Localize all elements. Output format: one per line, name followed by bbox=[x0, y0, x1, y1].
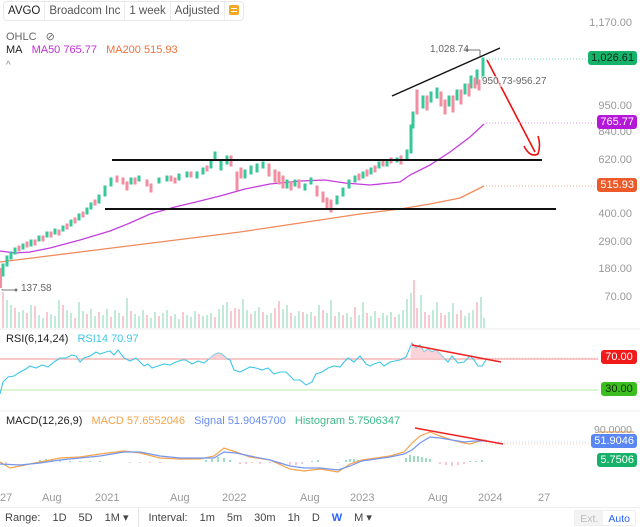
range-label: Range: bbox=[5, 511, 41, 524]
adjustment-selector[interactable]: Adjusted bbox=[171, 2, 225, 20]
macd-label: MACD(12,26,9) bbox=[6, 415, 83, 427]
price-axis-tick: 180.00 bbox=[598, 263, 632, 275]
interval-30m-button[interactable]: 30m bbox=[254, 511, 276, 524]
time-axis-tick: 2022 bbox=[222, 492, 247, 504]
interval-w-button[interactable]: W bbox=[331, 511, 343, 524]
range-5d-button[interactable]: 5D bbox=[78, 511, 93, 524]
scale-toggle: Ext. Auto bbox=[574, 510, 636, 526]
ma200-price-tag: 515.93 bbox=[597, 178, 637, 192]
rsi-overbought-tag: 70.00 bbox=[601, 350, 637, 364]
time-axis-tick: Aug bbox=[170, 492, 190, 504]
symbol-name: Broadcom Inc bbox=[45, 2, 126, 20]
interval-1m-button[interactable]: 1m bbox=[199, 511, 215, 524]
eye-off-icon[interactable]: ⊘ bbox=[45, 31, 55, 43]
interval-label: Interval: bbox=[148, 511, 188, 524]
collapse-legend-caret-icon[interactable]: ^ bbox=[6, 60, 11, 71]
interval-d-button[interactable]: D bbox=[311, 511, 320, 524]
last-price-tag: 1,026.61 bbox=[588, 51, 637, 65]
ohlc-label: OHLC bbox=[6, 31, 37, 43]
time-axis-tick: Aug bbox=[428, 492, 448, 504]
list-icon bbox=[228, 5, 239, 15]
bearish-arrow bbox=[486, 59, 536, 153]
ma-legend: MA MA50 765.77 MA200 515.93 bbox=[6, 44, 184, 56]
time-axis-tick: 27 bbox=[0, 492, 13, 504]
volume-bars bbox=[2, 280, 485, 328]
interval-selector[interactable]: 1 week bbox=[125, 2, 171, 20]
ma200-value: MA200 515.93 bbox=[106, 44, 178, 56]
ma-label: MA bbox=[6, 44, 23, 56]
signal-line bbox=[0, 436, 486, 471]
macd-legend: MACD(12,26,9) MACD 57.6552046 Signal 51.… bbox=[6, 415, 406, 427]
auto-scale-toggle[interactable]: Auto bbox=[608, 513, 630, 525]
price-axis-tick: 620.00 bbox=[598, 154, 632, 166]
range-1d-button[interactable]: 1D bbox=[52, 511, 67, 524]
macd-line bbox=[0, 431, 487, 473]
time-axis-tick: 2024 bbox=[478, 492, 503, 504]
interval-m-dropdown[interactable]: M ▾ bbox=[354, 512, 372, 524]
price-axis-tick: 70.00 bbox=[604, 291, 632, 303]
ma200-line bbox=[0, 185, 485, 263]
bottom-toolbar: Range: 1D 5D 1M ▾ Interval: 1m 5m 30m 1h… bbox=[0, 507, 640, 527]
price-chart-canvas[interactable] bbox=[0, 0, 640, 490]
histogram-value: Histogram 5.7506347 bbox=[294, 415, 401, 427]
macd-histogram bbox=[1, 455, 483, 466]
price-axis-tick: 290.00 bbox=[598, 236, 632, 248]
interval-1h-button[interactable]: 1h bbox=[287, 511, 300, 524]
time-axis-tick: 2021 bbox=[95, 492, 120, 504]
interval-5m-button[interactable]: 5m bbox=[226, 511, 243, 524]
time-axis[interactable]: 27 Aug 2021 Aug 2022 Aug 2023 Aug 2024 2… bbox=[0, 490, 640, 506]
macd-divergence-line bbox=[414, 427, 504, 445]
ma50-value: MA50 765.77 bbox=[31, 44, 97, 56]
last-bar-range-annotation: 950.73-956.27 bbox=[482, 76, 547, 87]
time-axis-tick: Aug bbox=[42, 492, 62, 504]
menu-button[interactable] bbox=[225, 2, 243, 20]
macd-value: MACD 57.6552046 bbox=[91, 415, 186, 427]
high-price-annotation: 1,028.74 bbox=[430, 44, 469, 55]
time-axis-tick: 2023 bbox=[350, 492, 375, 504]
rsi-line bbox=[0, 341, 487, 395]
toolbar-divider bbox=[138, 507, 140, 527]
ma50-price-tag: 765.77 bbox=[597, 115, 637, 129]
rsi-value: RSI14 70.97 bbox=[77, 333, 139, 345]
ohlc-legend: OHLC ⊘ bbox=[6, 30, 61, 43]
time-axis-tick: Aug bbox=[300, 492, 320, 504]
ma50-line bbox=[0, 123, 485, 254]
macd-axis-tick: 90.0000 bbox=[594, 424, 632, 436]
price-axis-tick: 950.00 bbox=[598, 100, 632, 112]
price-axis-tick: 840.00 bbox=[598, 126, 632, 138]
time-axis-tick: 27 bbox=[538, 492, 551, 504]
rising-wedge-line bbox=[391, 47, 501, 97]
rsi-oversold-tag: 30.00 bbox=[601, 382, 637, 396]
histogram-value-tag: 5.7506 bbox=[597, 453, 637, 467]
symbol-ticker[interactable]: AVGO bbox=[4, 2, 46, 20]
rsi-divergence-line bbox=[411, 344, 502, 363]
signal-value-tag: 51.9046 bbox=[591, 434, 637, 448]
low-price-annotation: 137.58 bbox=[21, 283, 52, 294]
signal-value: Signal 51.9045700 bbox=[194, 415, 286, 427]
price-axis-tick: 400.00 bbox=[598, 208, 632, 220]
price-axis-tick: 1,170.00 bbox=[589, 17, 632, 29]
symbol-header: AVGO Broadcom Inc 1 week Adjusted bbox=[3, 1, 244, 21]
extended-hours-toggle[interactable]: Ext. bbox=[575, 511, 604, 525]
rsi-legend: RSI(6,14,24) RSI14 70.97 bbox=[6, 333, 145, 345]
rsi-label: RSI(6,14,24) bbox=[6, 333, 69, 345]
range-1m-dropdown[interactable]: 1M ▾ bbox=[104, 512, 129, 524]
